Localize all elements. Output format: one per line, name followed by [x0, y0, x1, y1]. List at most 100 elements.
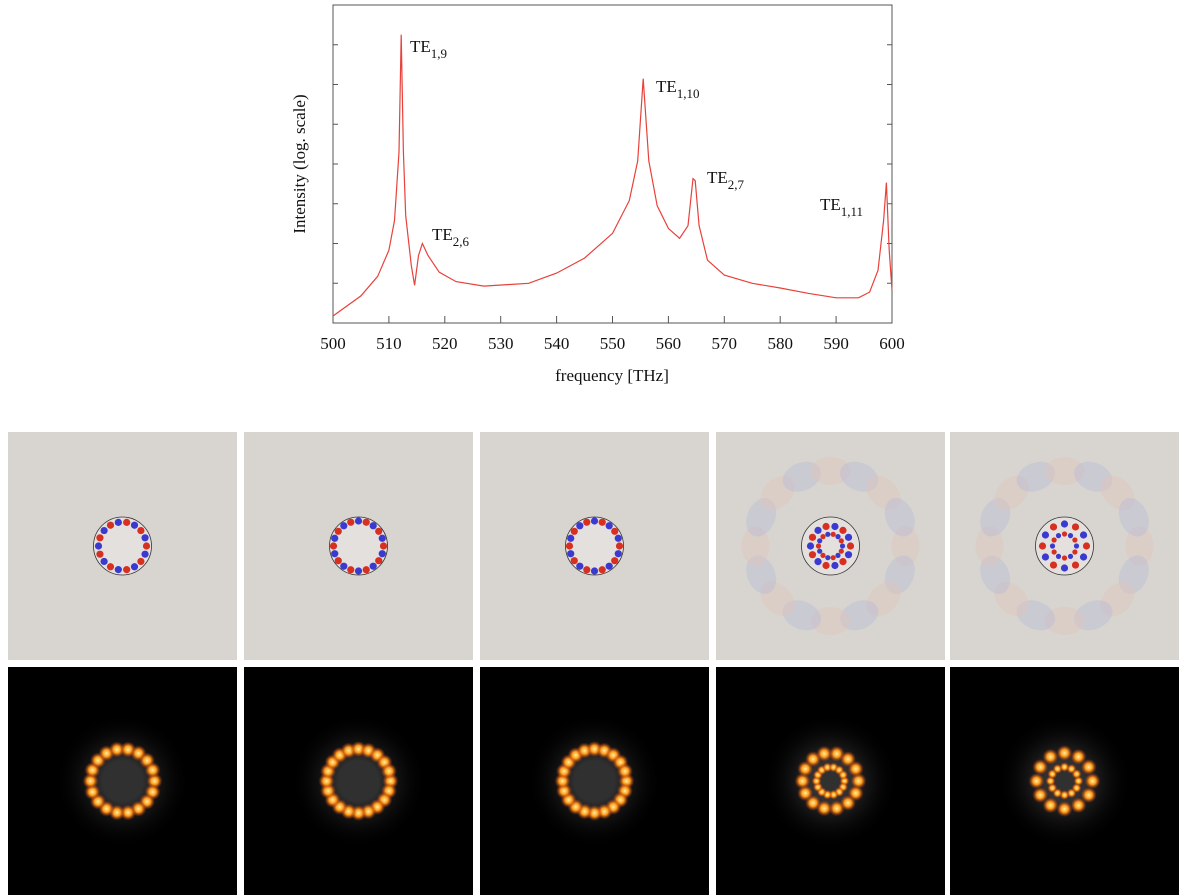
field-dot: [820, 534, 825, 539]
field-dot: [599, 566, 606, 573]
field-dot: [1062, 531, 1067, 536]
field-dot: [571, 557, 578, 564]
field-dot: [123, 519, 130, 526]
field-dot: [583, 519, 590, 526]
field-dot: [845, 534, 852, 541]
y-axis-label: Intensity (log. scale): [290, 94, 309, 233]
field-dot: [1072, 523, 1079, 530]
field-dot: [839, 538, 844, 543]
field-dot: [820, 553, 825, 558]
mode-panels: [8, 432, 1179, 895]
field-dot: [835, 534, 840, 539]
field-dot: [616, 542, 623, 549]
field-dot: [380, 542, 387, 549]
intensity-halo: [527, 713, 663, 849]
peak-label-text: TE: [707, 168, 728, 187]
field-dot: [1052, 537, 1057, 542]
x-tick-label: 500: [320, 334, 346, 353]
field-dot: [567, 550, 574, 557]
field-dot: [814, 527, 821, 534]
field-dot: [825, 532, 830, 537]
field-dot: [1042, 531, 1049, 538]
field-dot: [839, 549, 844, 554]
field-dot: [143, 542, 150, 549]
x-tick-label: 570: [712, 334, 738, 353]
x-tick-label: 540: [544, 334, 570, 353]
peak-label-subscript: 1,10: [677, 86, 700, 101]
field-dot: [822, 523, 829, 530]
intensity-lobe: [1071, 797, 1087, 813]
field-dot: [831, 532, 836, 537]
intensity-halo: [763, 713, 899, 849]
field-dot: [1050, 543, 1055, 548]
peak-label-text: TE: [656, 77, 677, 96]
field-dot: [809, 534, 816, 541]
intensity-lobe: [848, 761, 864, 777]
peak-label-subscript: 1,9: [431, 46, 447, 61]
field-dot: [1062, 555, 1067, 560]
field-dot: [137, 558, 144, 565]
peak-label: TE2,7: [707, 168, 745, 192]
field-dot: [822, 562, 829, 569]
intensity-lobe: [381, 763, 397, 779]
x-tick-label: 530: [488, 334, 514, 353]
field-dot: [615, 535, 622, 542]
intensity-lobe: [1029, 773, 1045, 789]
intensity-halo: [55, 713, 191, 849]
field-dot: [141, 551, 148, 558]
intensity-lobe: [145, 762, 161, 778]
field-dot: [115, 519, 122, 526]
field-dot: [1080, 553, 1087, 560]
field-dot: [335, 528, 342, 535]
field-dot: [137, 527, 144, 534]
intensity-lobe: [1057, 745, 1073, 761]
field-dot: [576, 522, 583, 529]
field-dot: [96, 551, 103, 558]
field-dot: [355, 567, 362, 574]
field-dot: [1061, 564, 1068, 571]
x-tick-label: 580: [767, 334, 793, 353]
field-dot: [96, 534, 103, 541]
field-dot: [845, 551, 852, 558]
field-dot: [101, 527, 108, 534]
field-dot: [566, 542, 573, 549]
figure: frequency [THz] Intensity (log. scale) 5…: [0, 0, 1180, 896]
field-dot: [370, 563, 377, 570]
field-dot: [335, 557, 342, 564]
field-dot: [1061, 520, 1068, 527]
field-dot: [1068, 554, 1073, 559]
peak-label-text: TE: [820, 195, 841, 214]
peak-label: TE1,10: [656, 77, 700, 101]
field-dot: [131, 522, 138, 529]
field-dot: [379, 535, 386, 542]
intensity-lobe: [1081, 759, 1097, 775]
x-tick-label: 590: [823, 334, 849, 353]
field-dot: [115, 566, 122, 573]
field-dot: [839, 527, 846, 534]
field-dot: [1083, 542, 1090, 549]
field-dot: [1074, 543, 1079, 548]
field-dot: [375, 528, 382, 535]
resonator: [94, 517, 152, 575]
field-dot: [340, 563, 347, 570]
field-dot: [1068, 533, 1073, 538]
field-dot: [847, 542, 854, 549]
field-dot: [141, 534, 148, 541]
field-dot: [817, 549, 822, 554]
spectrum-line: [333, 35, 892, 316]
field-dot: [1056, 554, 1061, 559]
field-dot: [363, 519, 370, 526]
peak-label-subscript: 2,7: [728, 177, 745, 192]
intensity-lobe: [1072, 769, 1082, 779]
field-dot: [340, 522, 347, 529]
field-dot: [347, 566, 354, 573]
field-dot: [567, 535, 574, 542]
field-dot: [363, 566, 370, 573]
field-dot: [571, 528, 578, 535]
field-dot: [615, 550, 622, 557]
intensity-lobe: [1043, 749, 1059, 765]
peak-label-text: TE: [432, 225, 453, 244]
field-dot: [583, 566, 590, 573]
intensity-lobe: [1057, 801, 1073, 817]
field-dot: [591, 517, 598, 524]
